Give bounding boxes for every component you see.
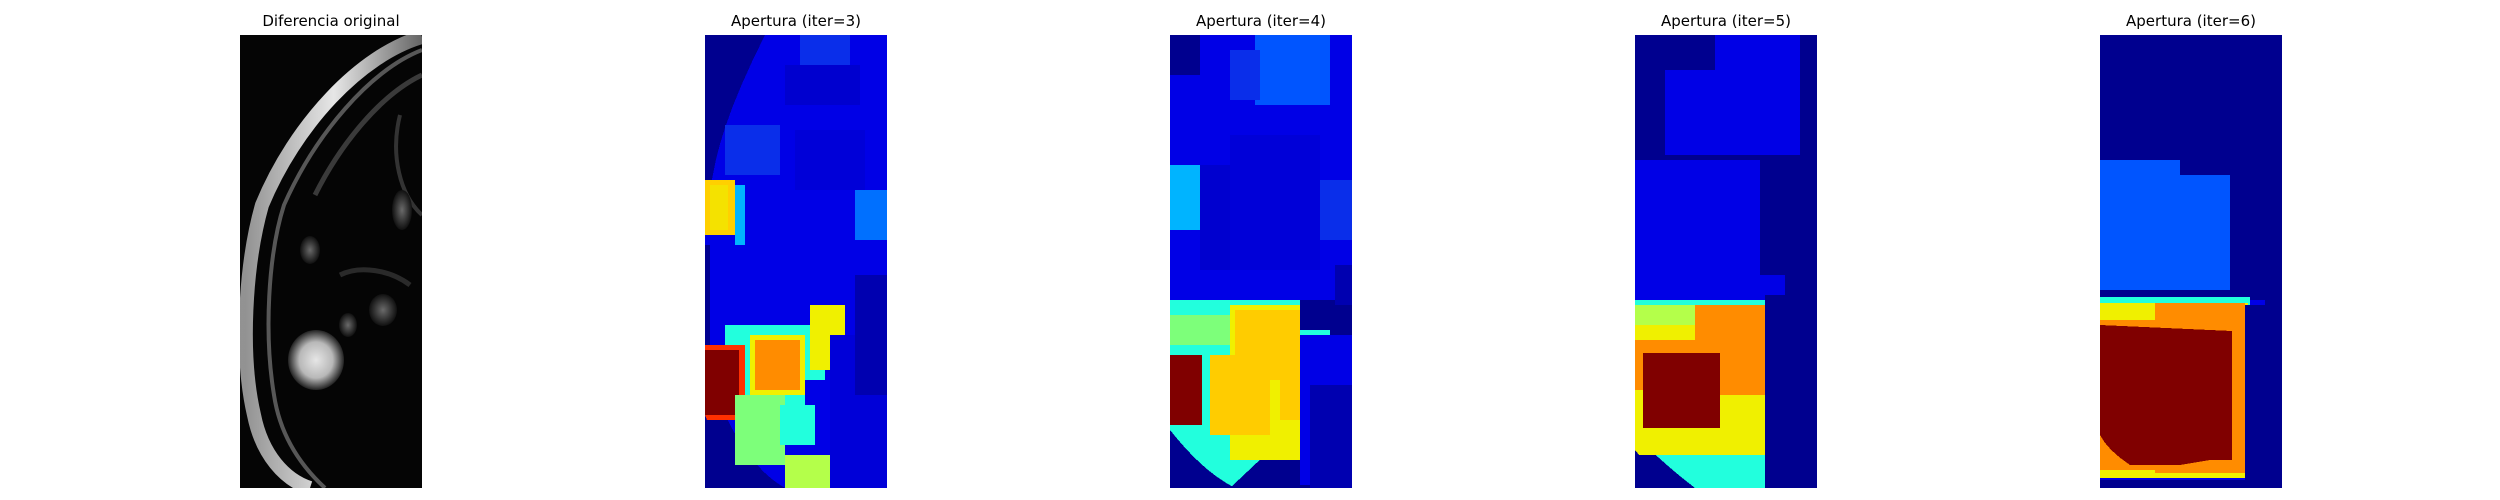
jet-colormap-image	[1635, 35, 1817, 488]
panel-title: Apertura (iter=5)	[1661, 12, 1791, 30]
panel-original: Diferencia original	[240, 0, 422, 500]
panel-title: Diferencia original	[262, 12, 400, 30]
jet-colormap-image	[705, 35, 887, 488]
panel-iter-4: Apertura (iter=4)	[1170, 0, 1352, 500]
panel-iter-5: Apertura (iter=5)	[1635, 0, 1817, 500]
panel-iter-3: Apertura (iter=3)	[705, 0, 887, 500]
panel-title: Apertura (iter=3)	[731, 12, 861, 30]
panel-title: Apertura (iter=4)	[1196, 12, 1326, 30]
grayscale-difference-image	[240, 35, 422, 488]
panel-iter-6: Apertura (iter=6)	[2100, 0, 2282, 500]
panel-title: Apertura (iter=6)	[2126, 12, 2256, 30]
jet-colormap-image	[2100, 35, 2282, 488]
jet-colormap-image	[1170, 35, 1352, 488]
